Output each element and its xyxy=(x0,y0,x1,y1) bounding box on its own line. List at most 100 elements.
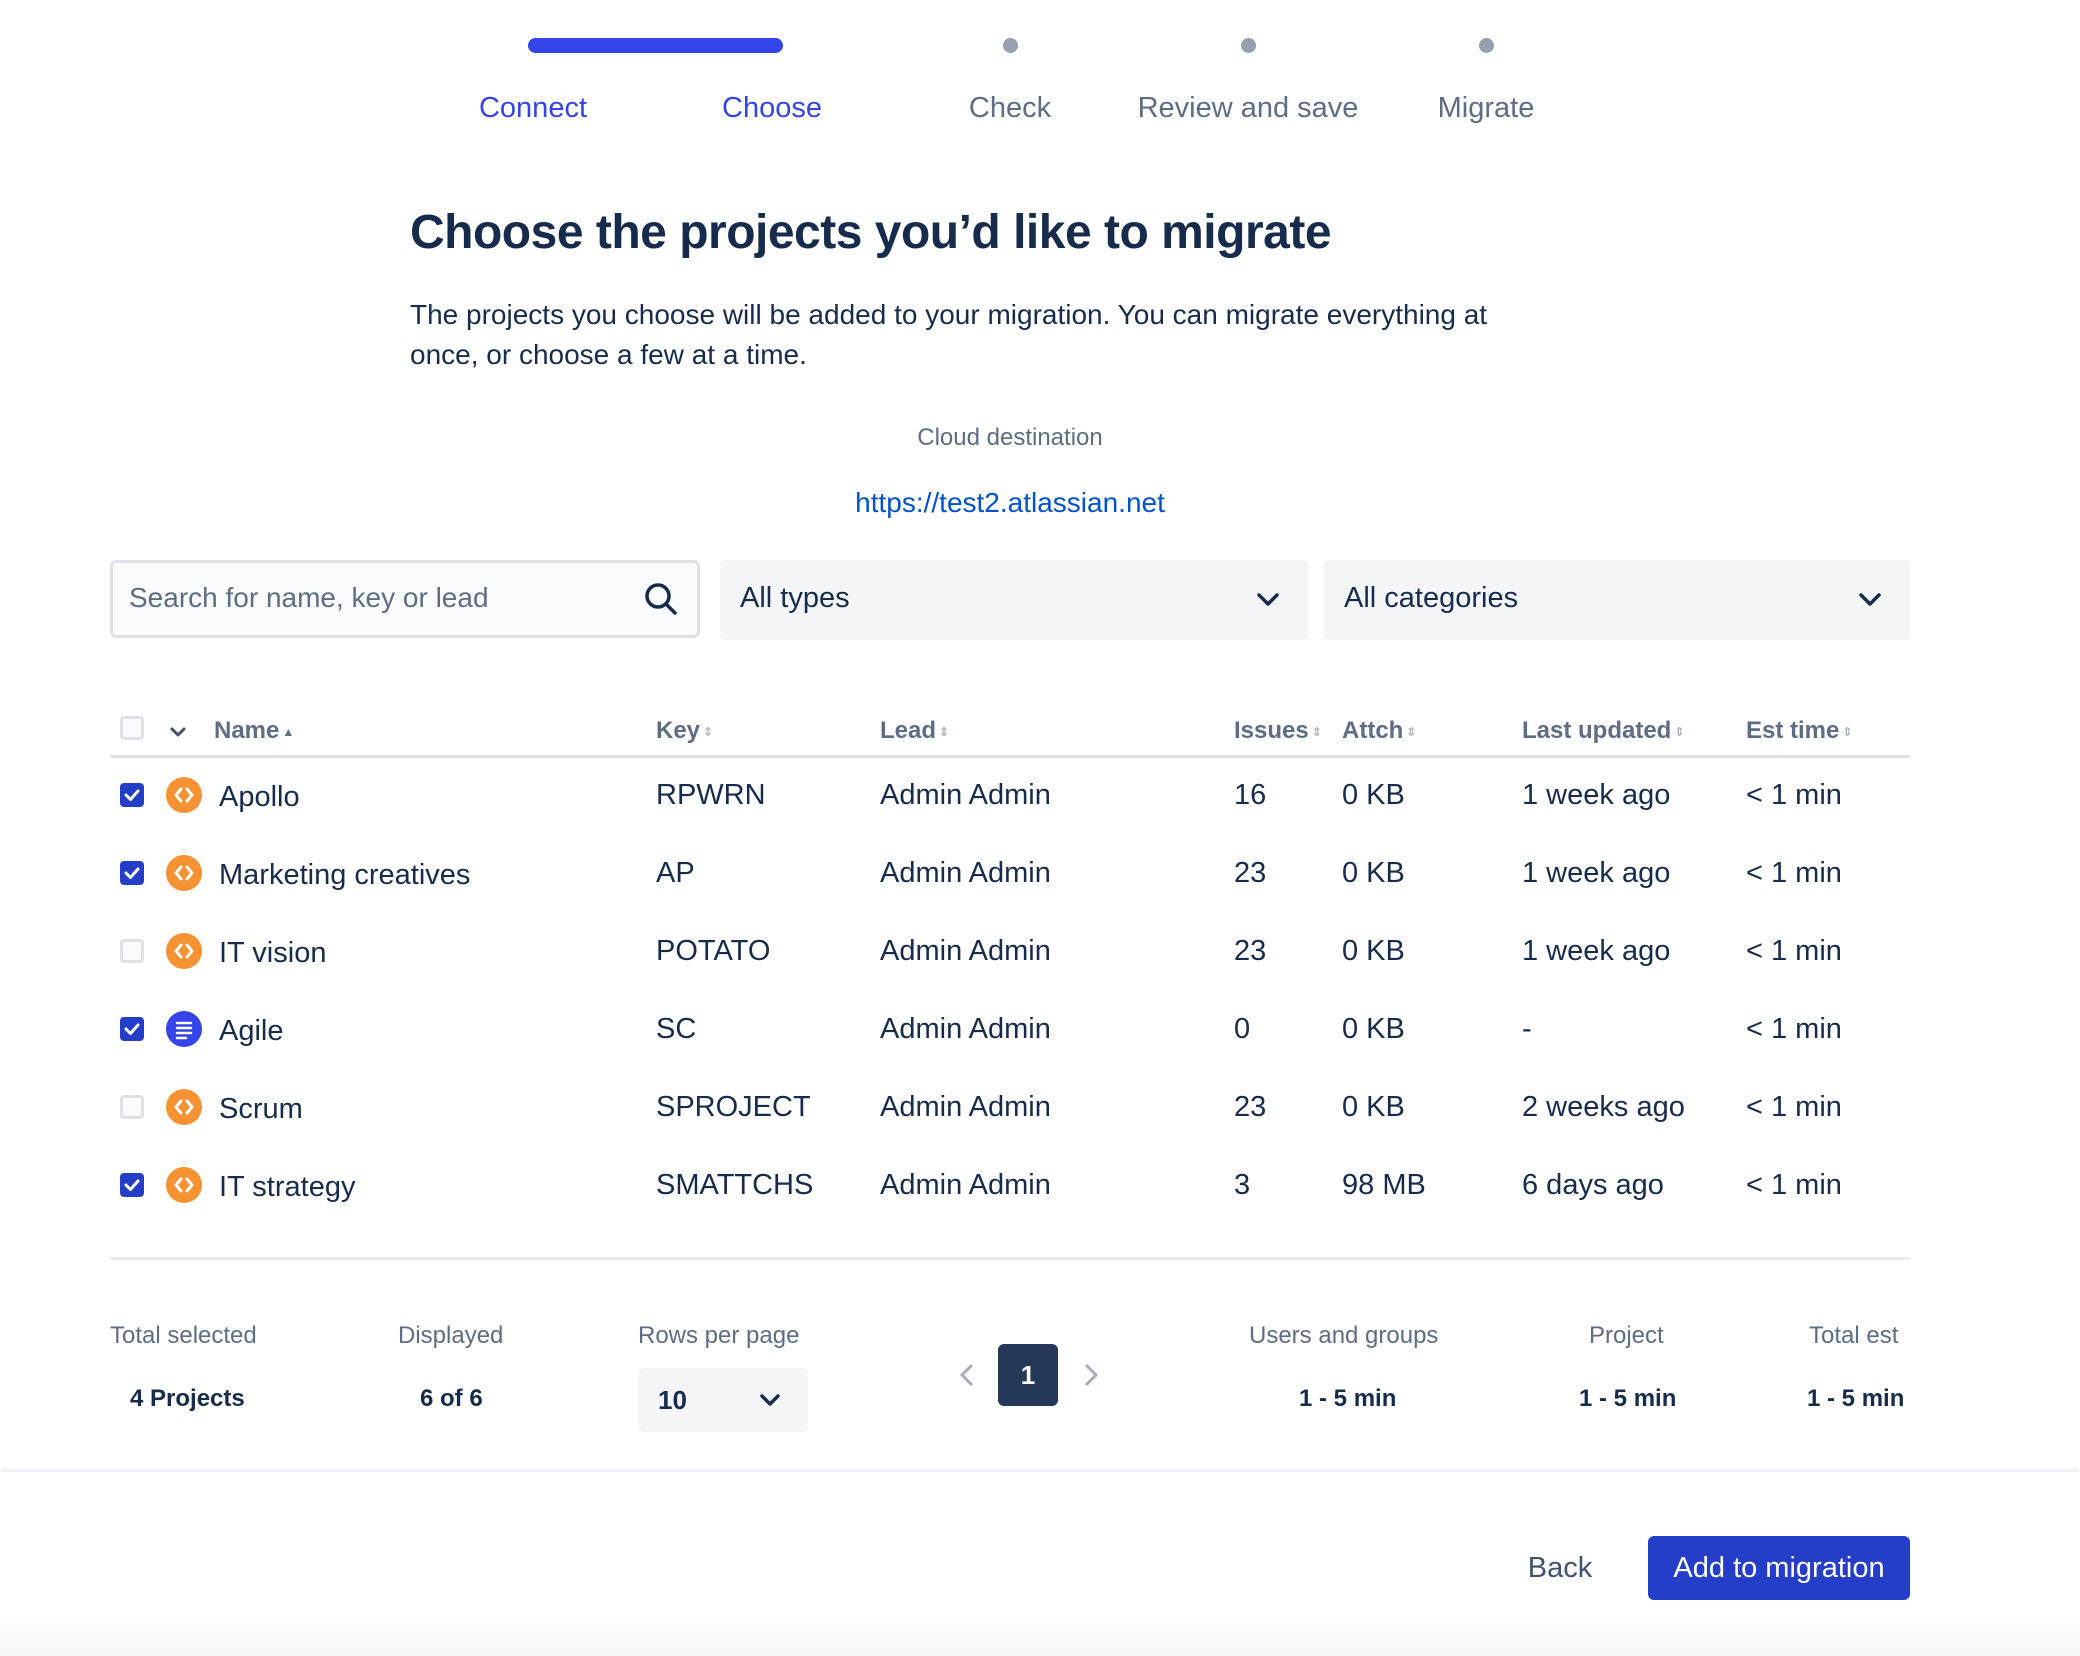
previous-page-icon[interactable] xyxy=(952,1360,982,1390)
page-description: The projects you choose will be added to… xyxy=(410,299,1488,370)
step-dot xyxy=(1479,38,1494,53)
users-groups-label: Users and groups xyxy=(1249,1322,1439,1349)
back-button[interactable]: Back xyxy=(1527,1552,1593,1584)
project-lead: Admin Admin xyxy=(880,1091,1051,1123)
total-est-label: Total est xyxy=(1809,1322,1899,1349)
column-header-attch[interactable]: Attch ⇕ xyxy=(1342,717,1416,745)
column-attch-label: Attch xyxy=(1342,717,1404,744)
sort-icon: ⇕ xyxy=(703,724,714,739)
issues-count: 23 xyxy=(1234,857,1267,889)
last-updated: 1 week ago xyxy=(1522,779,1671,811)
total-est-value: 1 - 5 min xyxy=(1807,1385,1905,1412)
rows-per-page-label: Rows per page xyxy=(638,1322,800,1349)
column-header-lead[interactable]: Lead ⇕ xyxy=(880,717,949,745)
row-checkbox[interactable] xyxy=(120,1173,144,1197)
select-all-checkbox[interactable] xyxy=(120,716,144,740)
attachments-size: 0 KB xyxy=(1342,935,1405,967)
column-header-name[interactable]: Name ▲ xyxy=(214,717,294,745)
software-project-icon xyxy=(166,1089,202,1125)
software-project-icon xyxy=(166,933,202,969)
last-updated: 1 week ago xyxy=(1522,857,1671,889)
table-row[interactable]: IT strategy SMATTCHS Admin Admin 3 98 MB 6 da… xyxy=(110,1147,1910,1225)
progress-tracker: Connect Choose Check Review and save Mig… xyxy=(0,0,2080,150)
search-input[interactable] xyxy=(127,581,631,615)
checkmark-icon xyxy=(124,867,140,879)
last-updated: 1 week ago xyxy=(1522,935,1671,967)
search-icon[interactable] xyxy=(641,579,681,619)
row-checkbox[interactable] xyxy=(120,1017,144,1041)
software-project-icon xyxy=(166,855,202,891)
progress-bar-fill xyxy=(528,38,783,53)
column-header-key[interactable]: Key ⇕ xyxy=(656,717,713,745)
project-lead: Admin Admin xyxy=(880,1013,1051,1045)
est-time: < 1 min xyxy=(1746,779,1842,811)
add-to-migration-button[interactable]: Add to migration xyxy=(1648,1536,1910,1600)
project-name: IT vision xyxy=(219,937,327,969)
search-field[interactable] xyxy=(110,560,700,638)
row-checkbox[interactable] xyxy=(120,939,144,963)
software-project-icon xyxy=(166,1167,202,1203)
checkmark-icon xyxy=(124,1023,140,1035)
page-button-current[interactable]: 1 xyxy=(998,1344,1058,1406)
step-label: Connect xyxy=(478,92,587,124)
type-select-value: All types xyxy=(740,582,850,614)
last-updated: 6 days ago xyxy=(1522,1169,1664,1201)
est-time: < 1 min xyxy=(1746,1169,1842,1201)
row-checkbox[interactable] xyxy=(120,1095,144,1119)
column-header-last-updated[interactable]: Last updated ⇕ xyxy=(1522,717,1684,745)
footer-action-bar: Back Add to migration xyxy=(0,1472,2080,1656)
column-key-label: Key xyxy=(656,717,701,744)
est-time: < 1 min xyxy=(1746,1091,1842,1123)
sort-icon: ⇕ xyxy=(1311,724,1322,739)
page-title: Choose the projects you’d like to migrat… xyxy=(410,206,1332,259)
project-key: AP xyxy=(656,857,695,889)
project-name: IT strategy xyxy=(219,1171,356,1203)
project-key: POTATO xyxy=(656,935,771,967)
sort-icon: ⇕ xyxy=(1674,724,1685,739)
est-time: < 1 min xyxy=(1746,935,1842,967)
project-key: SPROJECT xyxy=(656,1091,811,1123)
software-project-icon xyxy=(166,777,202,813)
project-lead: Admin Admin xyxy=(880,779,1051,811)
row-checkbox[interactable] xyxy=(120,861,144,885)
issues-count: 23 xyxy=(1234,1091,1267,1123)
category-select-value: All categories xyxy=(1344,582,1519,614)
column-header-est-time[interactable]: Est time ⇕ xyxy=(1746,717,1852,745)
attachments-size: 0 KB xyxy=(1342,779,1405,811)
chevron-down-icon xyxy=(1859,593,1881,606)
sort-icon: ⇕ xyxy=(1842,724,1853,739)
project-name: Scrum xyxy=(219,1093,303,1125)
column-issues-label: Issues xyxy=(1234,717,1309,744)
step-label: Check xyxy=(968,92,1052,124)
row-checkbox[interactable] xyxy=(120,783,144,807)
project-lead: Admin Admin xyxy=(880,935,1051,967)
next-page-icon[interactable] xyxy=(1076,1360,1106,1390)
table-row[interactable]: Agile SC Admin Admin 0 0 KB - < 1 min xyxy=(110,991,1910,1069)
chevron-down-icon[interactable] xyxy=(168,722,188,742)
column-lead-label: Lead xyxy=(880,717,937,744)
step-dot xyxy=(1241,38,1256,53)
footer-fade xyxy=(0,1616,2080,1656)
chevron-down-icon xyxy=(1257,593,1279,606)
table-row[interactable]: Marketing creatives AP Admin Admin 23 0 KB 1 … xyxy=(110,835,1910,913)
sort-icon: ⇕ xyxy=(1406,724,1417,739)
project-lead: Admin Admin xyxy=(880,1169,1051,1201)
checkmark-icon xyxy=(124,789,140,801)
category-select[interactable]: All categories xyxy=(1324,560,1910,640)
project-key: RPWRN xyxy=(656,779,766,811)
step-dot xyxy=(1003,38,1018,53)
table-row[interactable]: Scrum SPROJECT Admin Admin 23 0 KB 2 weeks ag… xyxy=(110,1069,1910,1147)
project-name: Agile xyxy=(219,1015,284,1047)
column-header-issues[interactable]: Issues ⇕ xyxy=(1234,717,1322,745)
total-selected-value: 4 Projects xyxy=(130,1385,245,1412)
issues-count: 23 xyxy=(1234,935,1267,967)
table-row[interactable]: Apollo RPWRN Admin Admin 16 0 KB 1 week ago < … xyxy=(110,757,1910,835)
attachments-size: 0 KB xyxy=(1342,1091,1405,1123)
rows-per-page-select[interactable]: 10 xyxy=(638,1368,808,1432)
type-select[interactable]: All types xyxy=(720,560,1308,640)
table-row[interactable]: IT vision POTATO Admin Admin 23 0 KB 1 week a… xyxy=(110,913,1910,991)
cloud-destination-link[interactable]: https://test2.atlassian.net xyxy=(855,487,1165,518)
displayed-value: 6 of 6 xyxy=(420,1385,483,1412)
project-key: SMATTCHS xyxy=(656,1169,814,1201)
step-label: Choose xyxy=(722,92,822,124)
